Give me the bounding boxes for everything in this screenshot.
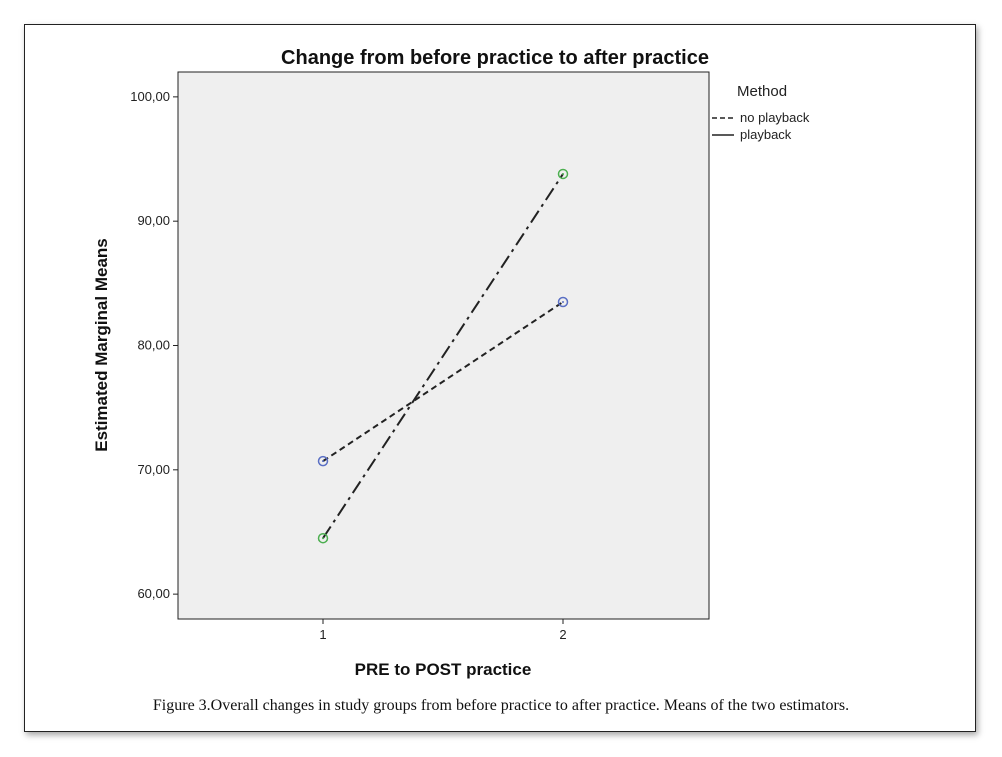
chart-title: Change from before practice to after pra…	[281, 47, 709, 69]
y-tick-label: 90,00	[137, 213, 170, 228]
series-layer	[317, 168, 569, 544]
series-line-no-playback	[322, 301, 564, 462]
legend-label: no playback	[740, 110, 810, 125]
y-tick-label: 100,00	[130, 89, 170, 104]
legend-title: Method	[737, 83, 787, 100]
y-tick-label: 60,00	[137, 586, 170, 601]
x-tick-label: 2	[559, 627, 566, 642]
data-point	[317, 455, 329, 467]
legend: Method no playback playback	[712, 83, 810, 142]
data-point-center	[322, 460, 324, 463]
plot-area	[177, 71, 710, 620]
y-axis: 60,00 70,00 80,00 90,00 100,00	[130, 89, 178, 601]
data-point	[557, 296, 569, 308]
y-tick-label: 70,00	[137, 462, 170, 477]
legend-label: playback	[740, 127, 792, 142]
data-point-center	[562, 172, 564, 175]
y-tick-label: 80,00	[137, 338, 170, 353]
data-point	[557, 168, 569, 180]
series-line-playback	[322, 173, 564, 539]
data-point-center	[322, 537, 324, 540]
x-tick-label: 1	[319, 627, 326, 642]
figure-caption: Figure 3.Overall changes in study groups…	[152, 697, 850, 714]
data-point	[317, 532, 329, 544]
data-point-center	[562, 300, 564, 303]
y-axis-label: Estimated Marginal Means	[92, 238, 111, 452]
x-axis-label: PRE to POST practice	[355, 660, 532, 679]
